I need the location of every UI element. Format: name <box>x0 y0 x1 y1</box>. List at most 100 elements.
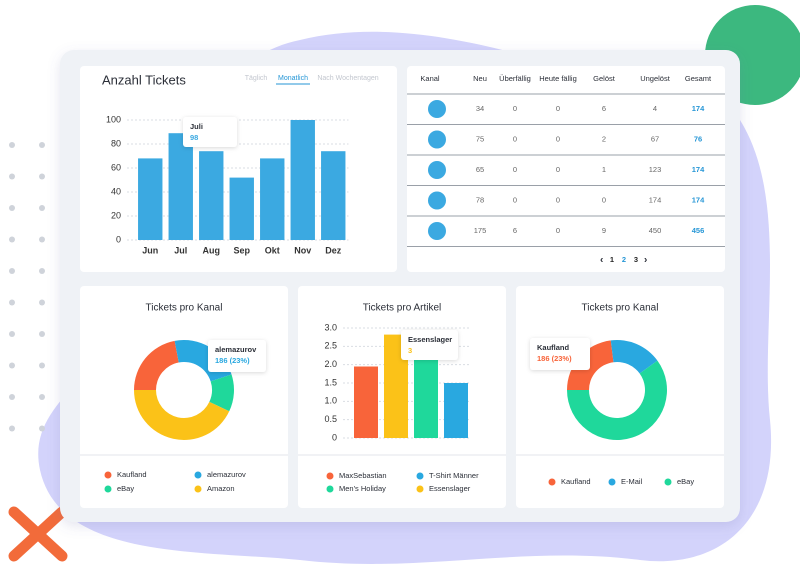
cell: 0 <box>556 104 560 113</box>
bar <box>414 359 438 438</box>
channel-icon <box>428 161 446 179</box>
legend-label: Essenslager <box>429 484 471 493</box>
legend-marker <box>194 485 202 493</box>
cell: 175 <box>474 226 487 235</box>
tab[interactable]: Nach Wochentagen <box>317 75 378 82</box>
y-tick-label: 0 <box>116 234 121 244</box>
y-tick-label: 1.5 <box>324 377 337 387</box>
tooltip <box>530 338 590 370</box>
x-tick-label: Aug <box>203 245 221 255</box>
dot <box>9 236 15 243</box>
y-tick-label: 0 <box>332 432 337 442</box>
column-header: Heute fällig <box>539 74 577 83</box>
tooltip <box>401 330 458 360</box>
page-number[interactable]: 3 <box>634 255 638 264</box>
channel-icon <box>428 222 446 240</box>
y-tick-label: 0.5 <box>324 414 337 424</box>
cell: 0 <box>513 195 517 204</box>
channel-icon <box>428 100 446 118</box>
tab[interactable]: Täglich <box>245 75 268 82</box>
column-header: Überfällig <box>499 74 531 83</box>
total-cell: 174 <box>692 195 705 204</box>
column-header: Ungelöst <box>640 74 671 83</box>
cell: 174 <box>649 195 662 204</box>
card <box>516 286 724 508</box>
cell: 9 <box>602 226 606 235</box>
legend-marker <box>326 472 334 480</box>
orange-cross <box>8 506 68 562</box>
tooltip-value: 186 (23%) <box>537 354 572 363</box>
channel-icon <box>428 191 446 210</box>
dot <box>39 362 45 369</box>
dot <box>9 299 15 306</box>
x-tick-label: Sep <box>233 245 250 255</box>
cell: 0 <box>556 226 560 235</box>
y-tick-label: 2.5 <box>324 341 337 351</box>
chart-title: Tickets pro Kanal <box>146 303 223 314</box>
legend-label: alemazurov <box>207 470 246 479</box>
bar <box>138 158 163 240</box>
pager-prev[interactable]: ‹ <box>600 255 603 266</box>
dot <box>39 331 45 337</box>
x-tick-label: Okt <box>265 245 280 255</box>
dot <box>39 425 45 432</box>
page-number[interactable]: 1 <box>610 255 614 264</box>
bar <box>199 151 224 240</box>
pager-next[interactable]: › <box>644 255 647 266</box>
cell: 65 <box>476 165 484 174</box>
legend-marker <box>548 478 556 486</box>
legend-marker <box>416 485 424 493</box>
chart-title: Anzahl Tickets <box>102 72 186 87</box>
y-tick-label: 100 <box>106 114 121 124</box>
legend-label: T-Shirt Männer <box>429 471 479 480</box>
cell: 0 <box>556 134 560 143</box>
cell: 67 <box>651 134 659 143</box>
y-tick-label: 20 <box>111 210 121 220</box>
total-cell: 76 <box>694 134 702 143</box>
cell: 75 <box>476 134 484 143</box>
cell: 0 <box>513 134 517 143</box>
column-header: Gelöst <box>593 74 616 83</box>
chart-title: Tickets pro Artikel <box>363 303 442 314</box>
dot <box>9 268 15 274</box>
legend-label: eBay <box>117 484 134 493</box>
legend-marker <box>664 478 672 486</box>
legend-marker <box>104 485 112 493</box>
bar <box>354 366 378 438</box>
tooltip-value: 186 (23%) <box>215 356 250 365</box>
dot <box>39 299 45 306</box>
tab[interactable]: Monatlich <box>278 75 308 82</box>
dot <box>9 205 15 211</box>
legend-label: E-Mail <box>621 477 643 486</box>
cell: 0 <box>602 195 606 204</box>
donut-segment <box>610 340 658 374</box>
column-header: Neu <box>473 74 487 83</box>
bar <box>260 158 285 240</box>
dot <box>39 268 45 274</box>
cell: 0 <box>513 165 517 174</box>
tooltip-value: 98 <box>190 133 198 142</box>
bar <box>229 177 254 240</box>
chart-title: Tickets pro Kanal <box>582 303 659 314</box>
donut-segment <box>134 340 179 390</box>
cell: 0 <box>556 165 560 174</box>
x-tick-label: Dez <box>325 245 342 255</box>
legend-marker <box>326 485 334 493</box>
page-number[interactable]: 2 <box>622 255 626 264</box>
tooltip-value: 3 <box>408 346 412 355</box>
tooltip-title: Juli <box>190 122 203 131</box>
dot <box>9 425 15 432</box>
donut-segment <box>567 340 614 390</box>
total-cell: 456 <box>692 226 705 235</box>
y-tick-label: 40 <box>111 186 121 196</box>
tooltip-title: Kaufland <box>537 343 570 352</box>
y-tick-label: 1.0 <box>324 396 337 406</box>
legend-label: MaxSebastian <box>339 471 387 480</box>
dot <box>39 173 45 180</box>
column-header: Gesamt <box>685 74 712 83</box>
legend-marker <box>104 471 112 479</box>
column-header: Kanal <box>420 74 440 83</box>
total-cell: 174 <box>692 104 705 113</box>
donut-segment <box>567 360 667 440</box>
